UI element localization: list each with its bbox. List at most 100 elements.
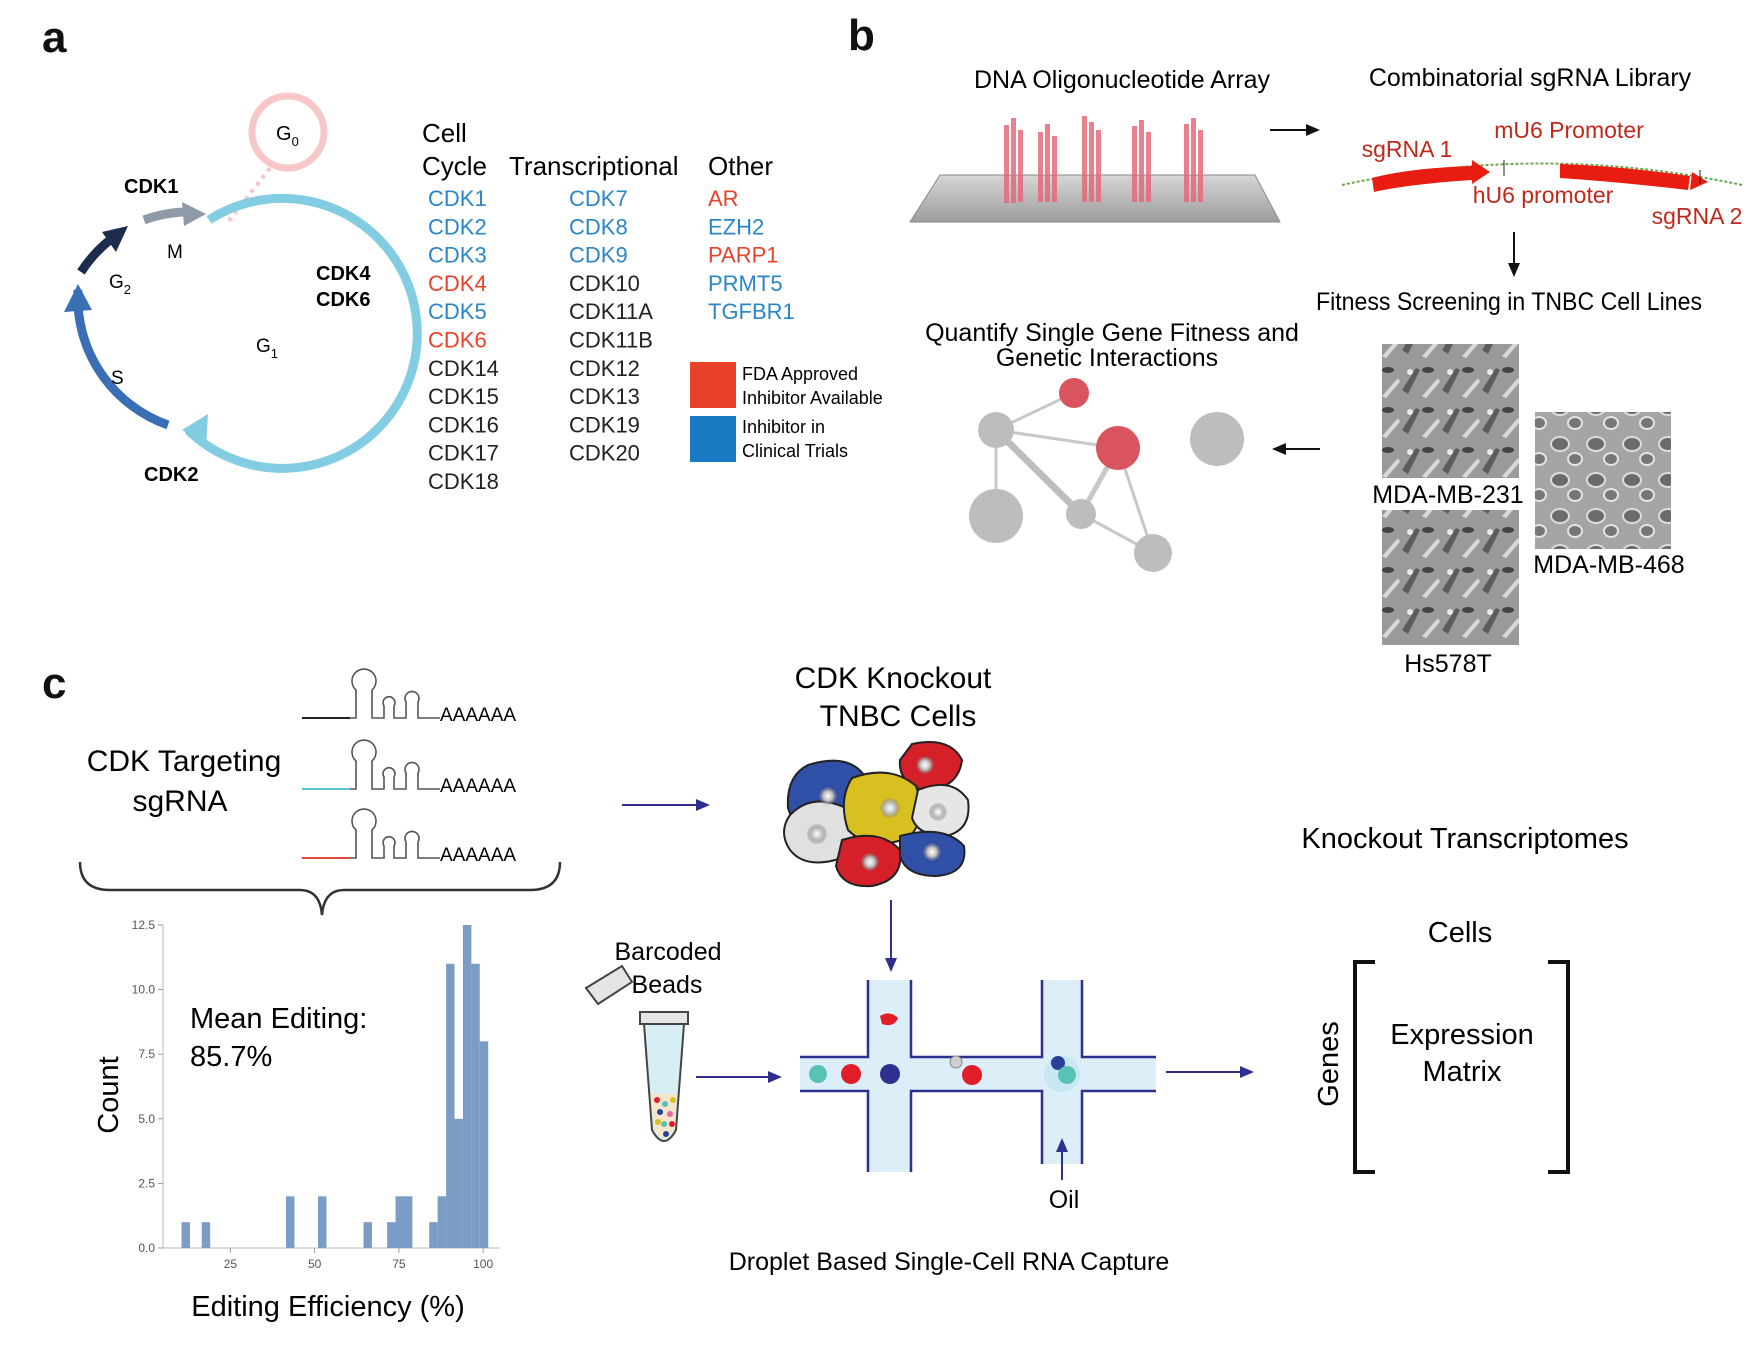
chip-cell-gray (949, 1055, 963, 1069)
tube-cap (584, 964, 634, 1006)
table-header: Cell (422, 118, 467, 148)
table-cell: CDK4 (428, 271, 487, 296)
transcriptomes-title: Knockout Transcriptomes (1301, 823, 1628, 855)
curly-brace (78, 861, 562, 916)
histogram-bar (454, 1118, 463, 1248)
matrix-left-bracket (1353, 960, 1375, 1174)
histogram-bar (479, 1041, 489, 1248)
table-cell: CDK16 (428, 412, 499, 437)
panel-letter-a: a (42, 13, 67, 62)
chip-bead-teal (1058, 1066, 1076, 1084)
knockout-title-line-1: CDK Knockout (795, 662, 992, 695)
table-header: Other (708, 151, 773, 181)
panel-letter-c: c (42, 659, 66, 708)
histogram-y-tick-label: 12.5 (132, 918, 156, 932)
cell-nucleus (807, 824, 827, 844)
table-cell: CDK19 (569, 412, 640, 437)
histogram-bar (429, 1222, 438, 1248)
sgrna2-label: sgRNA 2 (1652, 203, 1743, 229)
histogram-x-tick-label: 75 (392, 1257, 406, 1271)
legend-clinical-line-2: Clinical Trials (742, 441, 848, 461)
arrow-chip-to-matrix-head (1240, 1066, 1254, 1078)
histogram-bar (387, 1222, 396, 1248)
table-cell: CDK12 (569, 356, 640, 381)
cell-line-label-mda-mb-468: MDA-MB-468 (1533, 551, 1684, 579)
panel-letter-b: b (848, 11, 875, 60)
network-node (1059, 378, 1089, 408)
cdk4-cycle-label: CDK4 (316, 263, 371, 285)
histogram-bar (286, 1196, 295, 1248)
matrix-genes-label: Genes (1313, 1021, 1345, 1106)
histogram-y-tick-label: 10.0 (132, 983, 156, 997)
microfluidic-chip (800, 980, 1156, 1172)
matrix-cells-label: Cells (1428, 917, 1492, 949)
table-cell: CDK13 (569, 384, 640, 409)
chip-cell-red (841, 1064, 861, 1084)
s-arc (73, 289, 170, 430)
table-cell: CDK2 (428, 214, 487, 239)
oligo-strands (1004, 116, 1203, 203)
polya-tail: AAAAAA (440, 776, 516, 797)
sgrna2-arrow (1690, 172, 1708, 190)
tube-rim (639, 1011, 689, 1025)
cell-line-label-mda-mb-231: MDA-MB-231 (1372, 481, 1523, 509)
network-node (1190, 412, 1244, 466)
legend-swatch-fda (690, 362, 736, 408)
network-node (1066, 499, 1096, 529)
capture-label: Droplet Based Single-Cell RNA Capture (729, 1248, 1170, 1276)
polya-tail: AAAAAA (440, 845, 516, 866)
matrix-content-line-2: Matrix (1423, 1056, 1502, 1088)
cell-nucleus (923, 843, 941, 861)
g0-dotted-link (226, 166, 272, 224)
histogram-y-tick-label: 7.5 (138, 1047, 155, 1061)
polya-tail: AAAAAA (440, 705, 516, 726)
chip-cell-red (880, 1013, 898, 1026)
histogram-y-label: Count (93, 1056, 125, 1133)
network-edge (993, 427, 1084, 517)
table-cell: CDK10 (569, 271, 640, 296)
editing-histogram: 0.0 2.5 5.0 7.5 10.0 12.5 25 50 75 100 Mean Editin… (93, 918, 500, 1323)
array-title: DNA Oligonucleotide Array (974, 66, 1270, 94)
histogram-x-label: Editing Efficiency (%) (191, 1291, 464, 1323)
cell-nucleus (929, 803, 947, 821)
sgrna-scaffold (350, 668, 440, 719)
table-cell: CDK15 (428, 384, 499, 409)
table-cell: CDK5 (428, 299, 487, 324)
chip-walls-bottom (800, 1089, 1156, 1172)
table-cell: AR (708, 186, 739, 211)
g1-arrowhead (182, 414, 208, 446)
legend-clinical-line-1: Inhibitor in (742, 417, 825, 437)
oligo-slide (909, 174, 1281, 223)
quantify-title-line-1: Quantify Single Gene Fitness and (925, 319, 1299, 347)
table-cell: EZH2 (708, 214, 764, 239)
knockout-title-line-2: TNBC Cells (820, 700, 977, 733)
histogram-bar (395, 1196, 404, 1248)
quantify-title-line-2: Genetic Interactions (996, 344, 1218, 372)
g0-circle (248, 92, 328, 172)
histogram-bar (403, 1196, 413, 1248)
knockout-cell-cluster (783, 741, 970, 888)
table-cell: CDK9 (569, 243, 628, 268)
histogram-bar (437, 1196, 447, 1248)
chip-cell-red (962, 1065, 982, 1085)
histogram-bar (446, 963, 455, 1248)
cell-nucleus (861, 853, 879, 871)
network-node (969, 489, 1023, 543)
screening-title: Fitness Screening in TNBC Cell Lines (1316, 288, 1702, 316)
sgrna2-block (1560, 164, 1690, 190)
table-cell: CDK8 (569, 214, 628, 239)
sgrna-structures: AAAAAA AAAAAA AAAAAA (302, 668, 516, 866)
network-node (1096, 426, 1140, 470)
sgrna1-label: sgRNA 1 (1362, 136, 1453, 162)
arrow-library-to-screen-head (1508, 263, 1520, 277)
m-phase-label: M (167, 242, 183, 263)
cdk1-cycle-label: CDK1 (124, 176, 178, 198)
table-cell: TGFBR1 (708, 299, 795, 324)
g2-arrowhead (102, 226, 128, 252)
hu6-promoter-label: hU6 promoter (1473, 182, 1614, 208)
sgrna-scaffold (350, 739, 440, 790)
histogram-y-tick-label: 2.5 (138, 1176, 155, 1190)
table-cell: CDK18 (428, 469, 499, 494)
cdk2-cycle-label: CDK2 (144, 464, 198, 486)
table-cell: CDK7 (569, 186, 628, 211)
